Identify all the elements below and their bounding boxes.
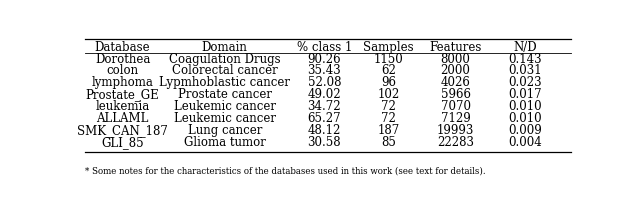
Text: 0.017: 0.017 — [508, 88, 541, 101]
Text: 5966: 5966 — [440, 88, 470, 101]
Text: lymphoma: lymphoma — [92, 76, 154, 89]
Text: colon: colon — [107, 64, 139, 78]
Text: Prostate cancer: Prostate cancer — [178, 88, 272, 101]
Text: 187: 187 — [378, 124, 400, 137]
Text: 1150: 1150 — [374, 53, 404, 66]
Text: 30.58: 30.58 — [308, 136, 341, 149]
Text: Leukemic cancer: Leukemic cancer — [173, 112, 276, 125]
Text: 49.02: 49.02 — [308, 88, 341, 101]
Text: Features: Features — [429, 41, 482, 54]
Text: 85: 85 — [381, 136, 396, 149]
Text: 52.08: 52.08 — [308, 76, 341, 89]
Text: N/D: N/D — [513, 41, 537, 54]
Text: 7129: 7129 — [441, 112, 470, 125]
Text: 4026: 4026 — [441, 76, 470, 89]
Text: 102: 102 — [378, 88, 400, 101]
Text: 72: 72 — [381, 112, 396, 125]
Text: 2000: 2000 — [441, 64, 470, 78]
Text: 34.72: 34.72 — [308, 100, 341, 113]
Text: 35.43: 35.43 — [307, 64, 341, 78]
Text: 62: 62 — [381, 64, 396, 78]
Text: Domain: Domain — [202, 41, 248, 54]
Text: Prostate_GE: Prostate_GE — [86, 88, 159, 101]
Text: 96: 96 — [381, 76, 396, 89]
Text: 48.12: 48.12 — [308, 124, 341, 137]
Text: 0.023: 0.023 — [508, 76, 541, 89]
Text: % class 1: % class 1 — [297, 41, 352, 54]
Text: Coagulation Drugs: Coagulation Drugs — [169, 53, 280, 66]
Text: Samples: Samples — [364, 41, 414, 54]
Text: Lung cancer: Lung cancer — [188, 124, 262, 137]
Text: 19993: 19993 — [437, 124, 474, 137]
Text: 72: 72 — [381, 100, 396, 113]
Text: 0.143: 0.143 — [508, 53, 541, 66]
Text: Dorothea: Dorothea — [95, 53, 150, 66]
Text: Lypmhoblastic cancer: Lypmhoblastic cancer — [159, 76, 290, 89]
Text: Leukemic cancer: Leukemic cancer — [173, 100, 276, 113]
Text: 22283: 22283 — [437, 136, 474, 149]
Text: 8000: 8000 — [441, 53, 470, 66]
Text: 0.031: 0.031 — [508, 64, 541, 78]
Text: 0.009: 0.009 — [508, 124, 541, 137]
Text: * Some notes for the characteristics of the databases used in this work (see tex: * Some notes for the characteristics of … — [85, 166, 486, 175]
Text: Database: Database — [95, 41, 150, 54]
Text: leukemia: leukemia — [95, 100, 150, 113]
Text: 0.010: 0.010 — [508, 112, 541, 125]
Text: 65.27: 65.27 — [308, 112, 341, 125]
Text: 90.26: 90.26 — [308, 53, 341, 66]
Text: SMK_CAN_187: SMK_CAN_187 — [77, 124, 168, 137]
Text: Colorectal cancer: Colorectal cancer — [172, 64, 278, 78]
Text: ALLAML: ALLAML — [97, 112, 149, 125]
Text: Glioma tumor: Glioma tumor — [184, 136, 266, 149]
Text: 7070: 7070 — [440, 100, 470, 113]
Text: 0.004: 0.004 — [508, 136, 541, 149]
Text: 0.010: 0.010 — [508, 100, 541, 113]
Text: GLI_85: GLI_85 — [101, 136, 144, 149]
